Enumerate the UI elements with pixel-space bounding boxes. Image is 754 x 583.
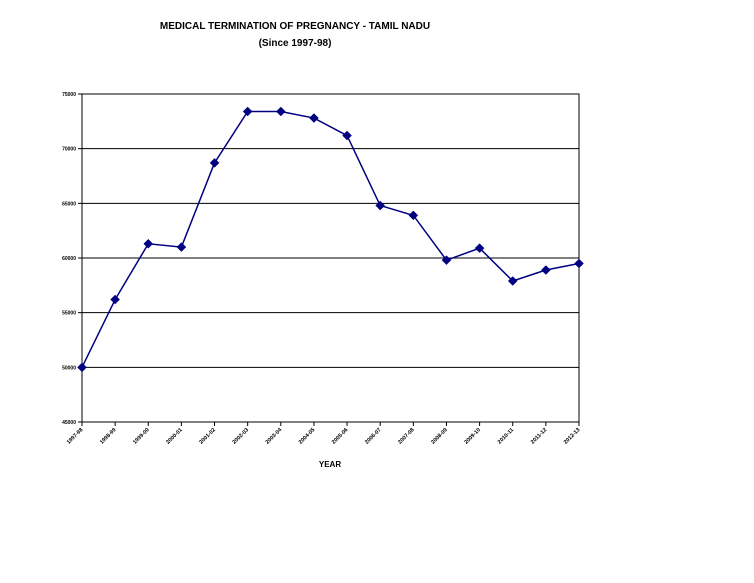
x-tick-label: 1999-00 xyxy=(132,427,151,446)
y-tick-label: 50000 xyxy=(62,365,76,371)
x-tick-label: 2007-08 xyxy=(397,427,416,446)
x-tick-label: 2008-09 xyxy=(430,427,449,446)
x-tick-label: 2003-04 xyxy=(265,427,284,446)
x-tick-label: 2006-07 xyxy=(364,427,383,446)
chart-title: MEDICAL TERMINATION OF PREGNANCY - TAMIL… xyxy=(159,21,431,32)
data-point-marker xyxy=(507,276,518,286)
data-point-marker xyxy=(408,210,419,221)
x-tick-label: 1997-98 xyxy=(66,427,85,446)
y-tick-label: 60000 xyxy=(62,256,76,262)
data-point-marker xyxy=(441,255,452,266)
data-point-marker xyxy=(110,294,120,305)
x-tick-label: 2002-03 xyxy=(232,427,251,446)
data-point-marker xyxy=(143,238,154,249)
y-tick-label: 55000 xyxy=(62,311,76,317)
x-tick-label: 2001-02 xyxy=(198,427,217,446)
x-tick-label: 2011-12 xyxy=(530,427,548,445)
data-point-marker xyxy=(541,265,551,275)
x-axis-ticks: 1997-98 1998-99 1999-00 2000-01 2001-02 2002-… xyxy=(66,422,582,446)
data-point-marker xyxy=(309,113,319,123)
data-point-marker xyxy=(176,242,187,252)
x-tick-label: 1998-99 xyxy=(99,427,118,446)
data-point-marker xyxy=(375,200,386,211)
y-tick-label: 65000 xyxy=(62,201,76,207)
x-tick-label: 2012-13 xyxy=(563,427,582,446)
x-tick-label: 2010-11 xyxy=(497,427,515,445)
chart-title-block: MEDICAL TERMINATION OF PREGNANCY - TAMIL… xyxy=(0,18,590,52)
x-tick-label: 2004-05 xyxy=(298,427,317,446)
y-tick-label: 70000 xyxy=(62,147,76,153)
data-point-marker xyxy=(574,258,584,269)
y-tick-label: 75000 xyxy=(62,92,76,98)
data-point-marker xyxy=(275,106,286,117)
x-tick-label: 2009-10 xyxy=(463,427,482,446)
data-point-marker xyxy=(474,243,485,254)
y-axis-ticks: 45000 50000 55000 60000 65000 70000 75000 xyxy=(62,92,82,426)
series-line xyxy=(81,110,580,368)
data-point-marker xyxy=(242,106,253,117)
y-tick-label: 45000 xyxy=(62,420,76,426)
gridlines xyxy=(82,148,579,368)
series-group xyxy=(77,106,584,373)
x-axis-label: YEAR xyxy=(319,460,341,469)
data-point-marker xyxy=(77,362,87,373)
x-tick-label: 2000-01 xyxy=(165,427,184,446)
data-point-marker xyxy=(342,130,352,141)
x-tick-label: 2005-06 xyxy=(331,427,350,446)
data-point-marker xyxy=(209,158,220,168)
chart-subtitle: (Since 1997-98) xyxy=(258,38,332,49)
